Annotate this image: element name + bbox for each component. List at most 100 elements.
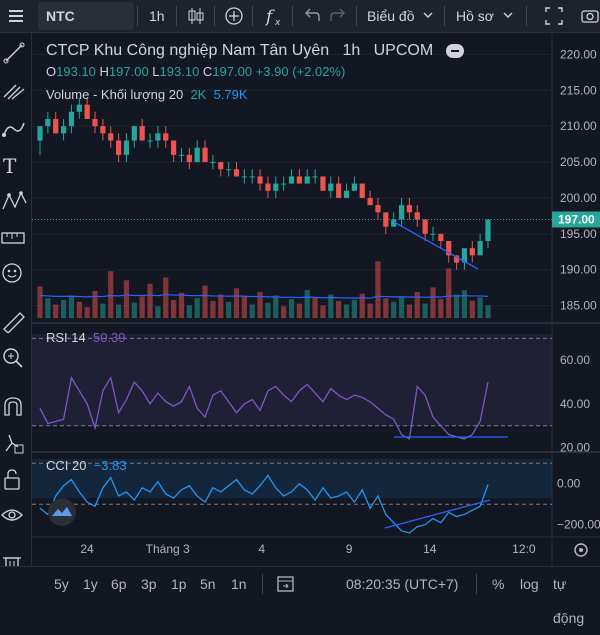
volume-bar bbox=[92, 291, 98, 318]
symbol-label: NTC bbox=[46, 8, 75, 24]
symbol-search[interactable]: NTC bbox=[38, 2, 134, 30]
candle bbox=[45, 111, 51, 134]
candles bbox=[37, 97, 491, 270]
volume-legend[interactable]: Volume - Khối lượng 20 2K 5.79K bbox=[46, 87, 248, 102]
candle bbox=[477, 233, 483, 256]
bottom-toolbar: 5y 1y 6p 3p 1p 5n 1n 08:20:35 (UTC+7) % … bbox=[0, 566, 600, 626]
candle bbox=[60, 118, 67, 141]
range-5d[interactable]: 5n bbox=[200, 576, 216, 592]
volume-bar bbox=[469, 300, 475, 318]
chart-area[interactable]: 220.00 215.00 210.00 205.00 200.00 195.00 190.… bbox=[0, 0, 600, 600]
trend-line-price[interactable] bbox=[393, 221, 479, 270]
range-1d[interactable]: 1n bbox=[231, 576, 247, 592]
volume-bar bbox=[155, 306, 161, 318]
volume-value: 2K bbox=[190, 87, 207, 102]
candle bbox=[131, 126, 137, 148]
symbol-legend[interactable]: CTCP Khu Công nghiệp Nam Tân Uyên 1h UPC… bbox=[46, 42, 433, 60]
price-tick-label: 210.00 bbox=[560, 119, 597, 133]
candle bbox=[139, 118, 145, 141]
rsi-legend[interactable]: RSI 14 50.39 bbox=[46, 330, 126, 345]
candle bbox=[296, 169, 302, 184]
ohlc-legend: O193.10 H197.00 L193.10 C197.00 +3.90 (+… bbox=[46, 64, 345, 79]
candle bbox=[37, 126, 43, 155]
menu-icon[interactable] bbox=[6, 0, 28, 32]
volume-bar bbox=[194, 298, 200, 318]
lock-icon[interactable] bbox=[0, 467, 30, 491]
zoom-in-icon[interactable] bbox=[0, 345, 30, 369]
volume-bar bbox=[453, 294, 460, 318]
brush-tool-icon[interactable] bbox=[0, 117, 30, 141]
chevron-down-icon[interactable] bbox=[502, 0, 514, 32]
auto-scale-toggle[interactable]: tự động bbox=[553, 576, 585, 626]
pattern-tool-icon[interactable] bbox=[0, 189, 30, 213]
volume-bar bbox=[257, 291, 263, 318]
price-tick-label: 215.00 bbox=[560, 83, 597, 97]
candle bbox=[453, 255, 460, 270]
candle bbox=[108, 126, 114, 148]
goto-date-icon[interactable] bbox=[276, 567, 296, 601]
volume-bar bbox=[288, 299, 295, 318]
redo-icon[interactable] bbox=[330, 0, 348, 32]
eye-icon[interactable] bbox=[0, 503, 30, 527]
candle-style-icon[interactable] bbox=[186, 0, 206, 32]
cci-axis[interactable]: 0.00 −200.00 bbox=[557, 477, 600, 532]
percent-toggle[interactable]: % bbox=[492, 576, 505, 592]
price-axis[interactable]: 220.00 215.00 210.00 205.00 200.00 195.00 190.… bbox=[560, 47, 597, 312]
volume-bar bbox=[178, 292, 185, 318]
volume-bar bbox=[139, 296, 145, 318]
rsi-value: 50.39 bbox=[92, 330, 126, 345]
candle bbox=[210, 154, 216, 170]
volume-bar bbox=[186, 305, 192, 318]
volume-bar bbox=[100, 303, 106, 318]
range-6m[interactable]: 6p bbox=[111, 576, 127, 592]
rsi-label: RSI 14 bbox=[46, 330, 86, 345]
trend-line-tool-icon[interactable] bbox=[0, 41, 30, 65]
ruler-icon[interactable] bbox=[0, 309, 30, 333]
rsi-axis[interactable]: 60.00 40.00 20.00 bbox=[560, 353, 590, 454]
log-toggle[interactable]: log bbox=[520, 576, 539, 592]
fullscreen-icon[interactable] bbox=[544, 0, 564, 32]
text-tool-icon[interactable]: T bbox=[0, 153, 30, 177]
range-1y[interactable]: 1y bbox=[83, 576, 98, 592]
profile-menu[interactable]: Hồ sơ bbox=[456, 8, 494, 24]
price-tick-label: 205.00 bbox=[560, 155, 597, 169]
axis-settings-icon[interactable] bbox=[574, 543, 588, 557]
collapse-legend-button[interactable] bbox=[446, 44, 464, 58]
candle bbox=[398, 197, 405, 227]
measure-tool-icon[interactable] bbox=[0, 225, 30, 249]
price-tick-label: 185.00 bbox=[560, 299, 597, 313]
range-3m[interactable]: 3p bbox=[141, 576, 157, 592]
cci-legend[interactable]: CCI 20 −3.83 bbox=[46, 458, 127, 473]
range-5y[interactable]: 5y bbox=[54, 576, 69, 592]
undo-icon[interactable] bbox=[302, 0, 320, 32]
volume-bar bbox=[108, 271, 114, 318]
trend-line-cci[interactable] bbox=[384, 499, 491, 529]
svg-text:f: f bbox=[264, 7, 275, 27]
chart-type-menu[interactable]: Biểu đồ bbox=[367, 8, 415, 24]
rsi-tick-label: 20.00 bbox=[560, 441, 590, 455]
compare-add-icon[interactable] bbox=[224, 0, 244, 32]
range-1m[interactable]: 1p bbox=[171, 576, 187, 592]
pitchfork-tool-icon[interactable] bbox=[0, 77, 30, 101]
volume-bar bbox=[163, 277, 169, 318]
volume-bar bbox=[320, 305, 326, 318]
emoji-tool-icon[interactable] bbox=[0, 261, 30, 285]
candle bbox=[336, 176, 342, 198]
low-value: 193.10 bbox=[159, 64, 200, 79]
candle bbox=[288, 169, 295, 184]
candle bbox=[422, 219, 428, 242]
interval-button[interactable]: 1h bbox=[149, 8, 165, 24]
camera-icon[interactable] bbox=[580, 0, 600, 32]
volume-bar bbox=[391, 301, 397, 318]
candle bbox=[123, 133, 130, 163]
chevron-down-icon[interactable] bbox=[422, 0, 434, 32]
lock-drawings-icon[interactable] bbox=[0, 431, 30, 455]
tradingview-logo[interactable] bbox=[48, 498, 76, 526]
candle bbox=[312, 169, 318, 184]
clock-label[interactable]: 08:20:35 (UTC+7) bbox=[346, 576, 459, 592]
volume-bar bbox=[477, 297, 483, 318]
open-label: O bbox=[46, 64, 57, 79]
time-axis[interactable]: 24 Tháng 3 4 9 14 12:0 bbox=[80, 542, 535, 556]
magnet-icon[interactable] bbox=[0, 395, 30, 419]
